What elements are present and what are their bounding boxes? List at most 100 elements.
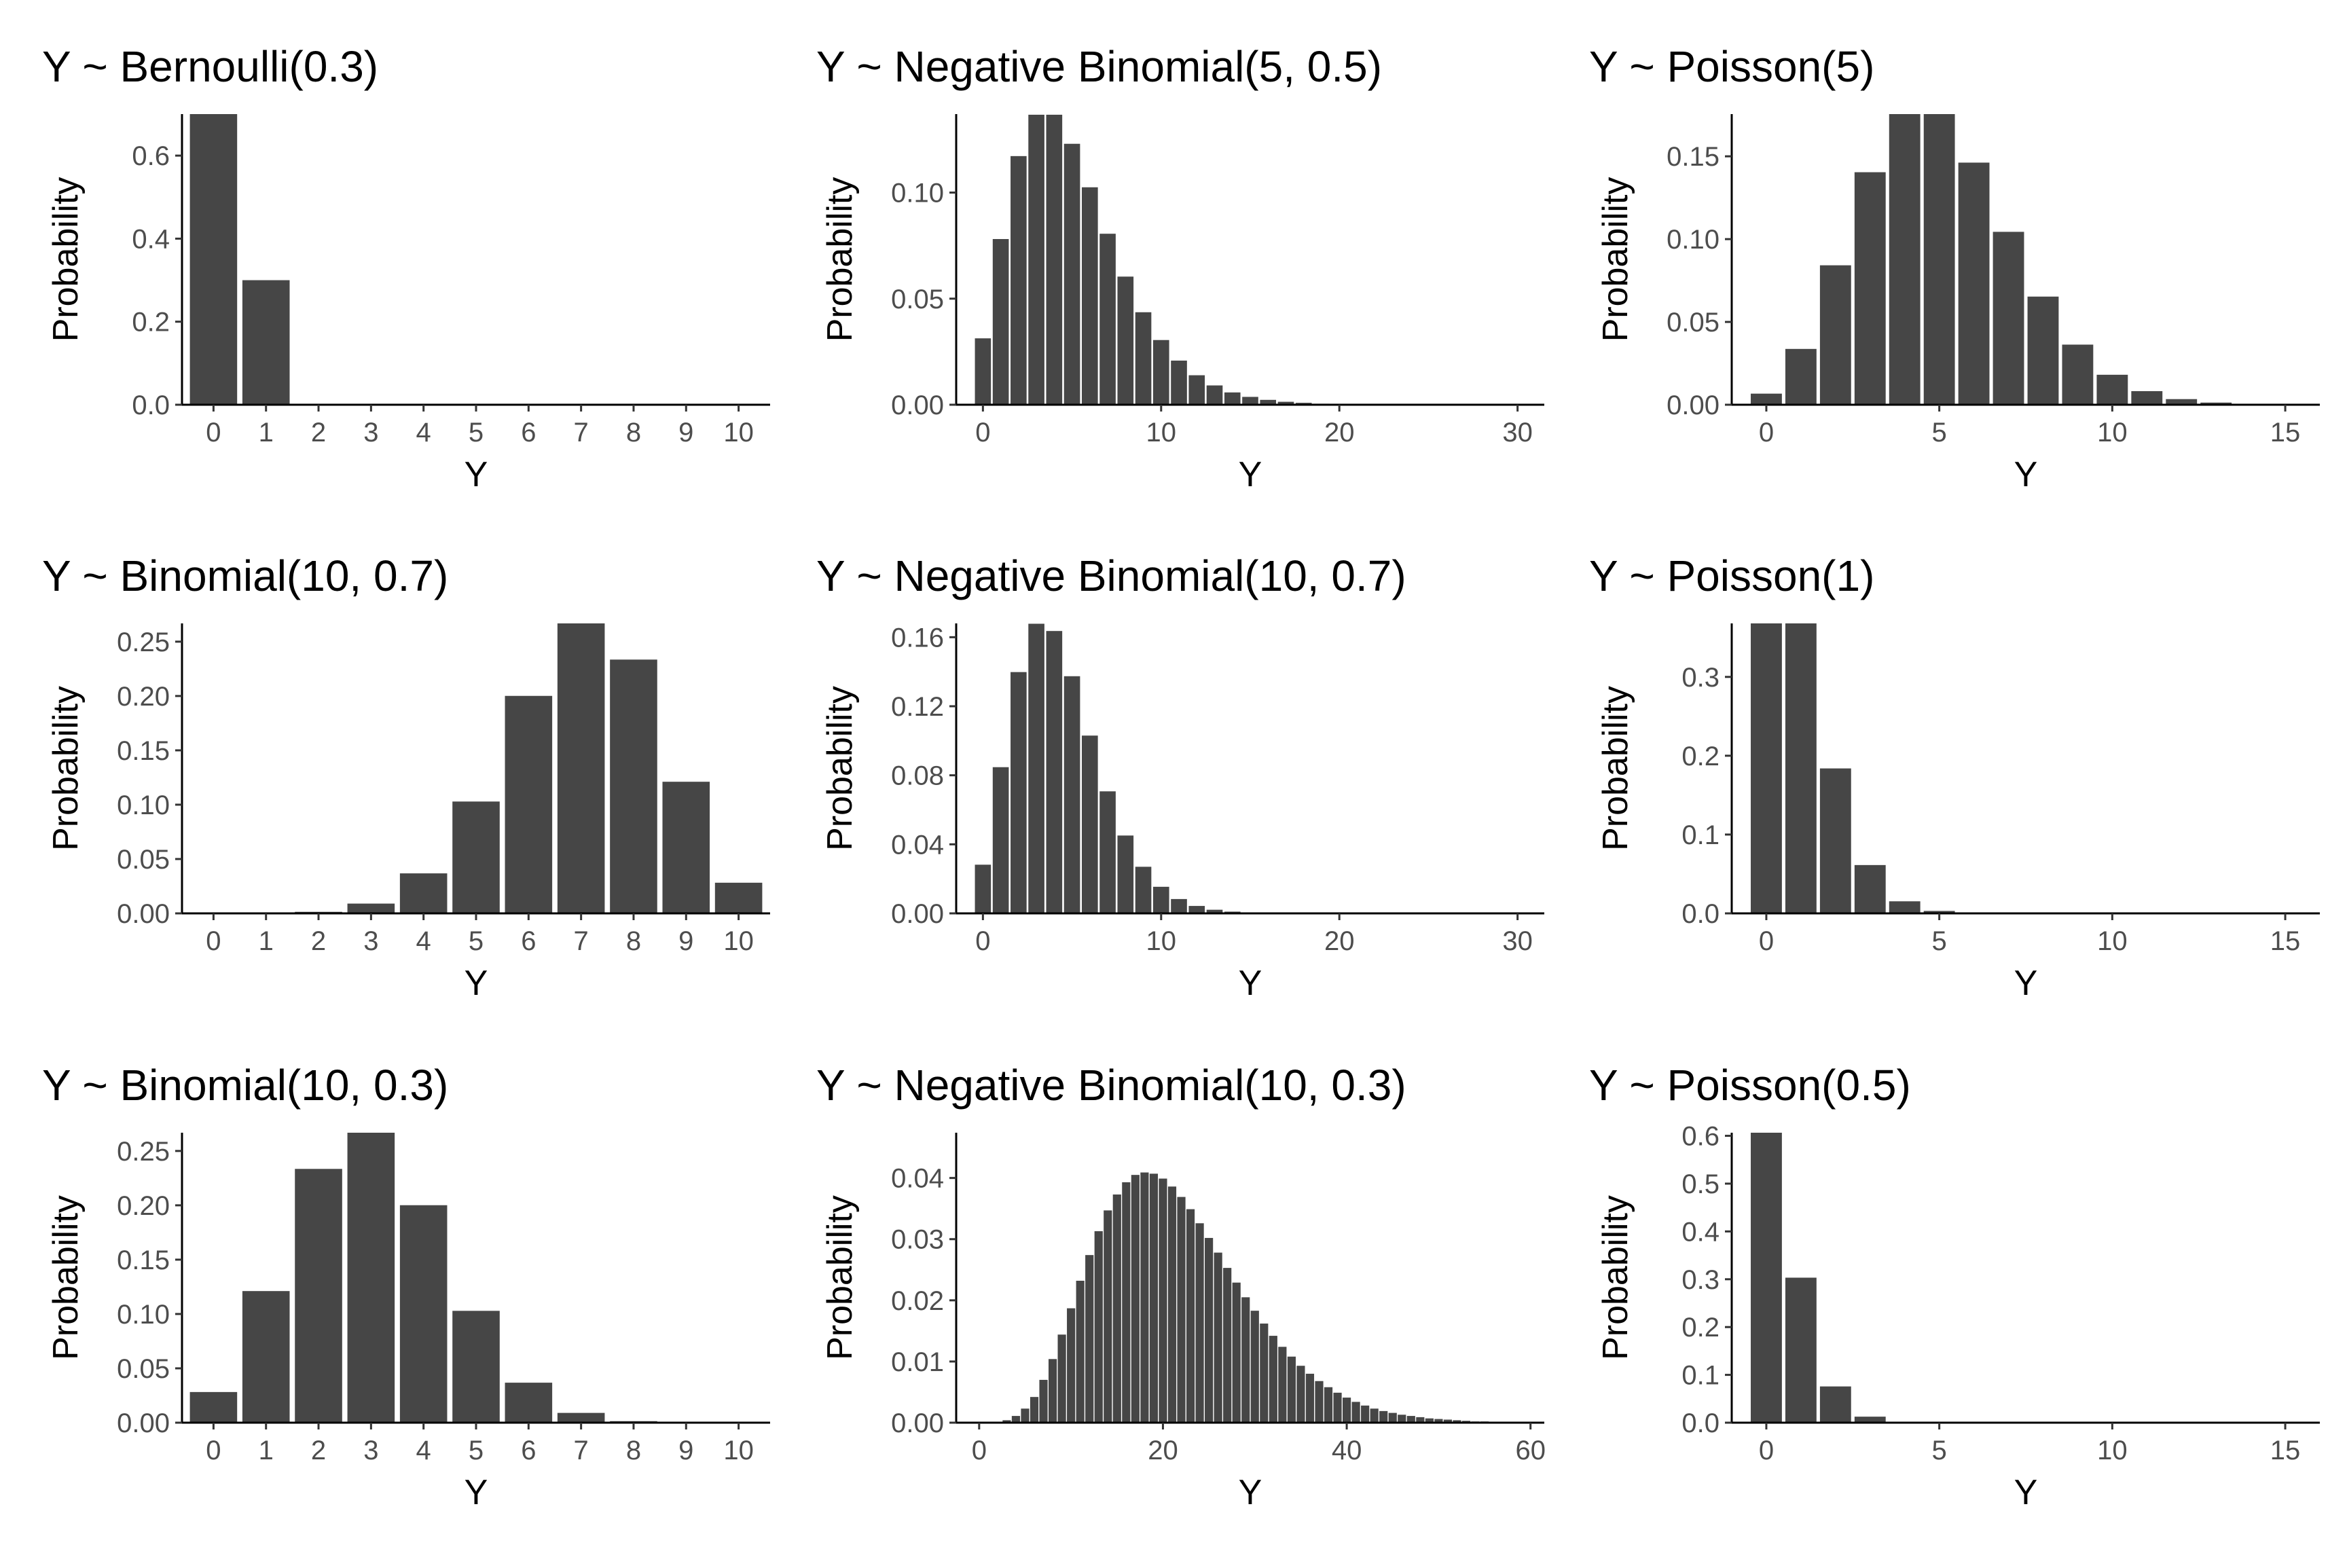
x-tick-label: 20 — [1148, 1436, 1178, 1465]
x-tick-label: 0 — [206, 1436, 221, 1465]
x-axis-label: Y — [1239, 1473, 1262, 1512]
bar — [1785, 1277, 1817, 1423]
bar — [975, 864, 991, 913]
bar — [1379, 1411, 1387, 1423]
y-tick-label: 0.05 — [117, 1354, 170, 1384]
y-tick-label: 0.10 — [1667, 225, 1720, 255]
bar — [1855, 172, 1886, 405]
y-axis-label: Probability — [1596, 1195, 1635, 1360]
bar — [1140, 1173, 1148, 1423]
x-tick-label: 4 — [416, 418, 431, 448]
x-tick-label: 0 — [975, 418, 990, 448]
bar — [1324, 1387, 1332, 1423]
panel-title: Y ~ Poisson(0.5) — [1589, 1061, 1911, 1110]
x-tick-label: 0 — [1759, 926, 1774, 956]
bar — [1855, 865, 1886, 913]
x-tick-label: 8 — [626, 1436, 641, 1465]
bar — [1207, 386, 1223, 405]
y-tick-label: 0.05 — [117, 845, 170, 875]
bar — [1153, 340, 1169, 405]
bar — [1959, 162, 1990, 405]
bar — [1021, 1408, 1029, 1423]
x-tick-label: 1 — [259, 1436, 274, 1465]
panel-title: Y ~ Negative Binomial(10, 0.7) — [816, 551, 1406, 600]
bar — [1188, 906, 1205, 913]
bar — [1223, 1268, 1231, 1423]
bar — [1104, 1210, 1112, 1423]
bar — [1785, 623, 1817, 913]
bar — [1352, 1402, 1360, 1423]
x-tick-label: 7 — [574, 1436, 589, 1465]
x-tick-label: 10 — [1146, 418, 1177, 448]
panel-title: Y ~ Poisson(1) — [1589, 551, 1874, 600]
x-tick-label: 20 — [1324, 926, 1355, 956]
panel-title: Y ~ Binomial(10, 0.7) — [42, 551, 448, 600]
x-tick-label: 20 — [1324, 418, 1355, 448]
bar — [452, 1311, 500, 1423]
bar — [1058, 1334, 1066, 1423]
x-tick-label: 15 — [2270, 418, 2301, 448]
y-tick-label: 0.04 — [891, 1164, 944, 1194]
bar — [1082, 187, 1098, 405]
bar — [1820, 1387, 1851, 1423]
x-tick-label: 15 — [2270, 1436, 2301, 1465]
x-tick-label: 0 — [975, 926, 990, 956]
x-tick-label: 0 — [972, 1436, 987, 1465]
x-axis-label: Y — [465, 1473, 488, 1512]
y-tick-label: 0.05 — [1667, 308, 1720, 338]
y-tick-label: 0.20 — [117, 682, 170, 712]
y-tick-label: 0.01 — [891, 1347, 944, 1377]
bar — [1785, 349, 1817, 405]
bar — [1278, 1347, 1286, 1423]
x-tick-label: 5 — [1932, 1436, 1947, 1465]
y-axis-label: Probability — [820, 686, 860, 851]
y-axis-label: Probability — [1596, 177, 1635, 342]
y-tick-label: 0.08 — [891, 761, 944, 791]
bar — [242, 1291, 290, 1423]
bar — [1242, 397, 1258, 405]
bar — [505, 696, 553, 913]
bar — [1047, 631, 1063, 913]
x-tick-label: 7 — [574, 926, 589, 956]
bar — [1117, 835, 1133, 913]
bar — [1131, 1175, 1140, 1423]
y-tick-label: 0.2 — [132, 308, 170, 338]
x-axis-label: Y — [1239, 455, 1262, 494]
bar — [1343, 1398, 1351, 1423]
x-tick-label: 30 — [1502, 926, 1533, 956]
bar — [715, 883, 763, 913]
x-tick-label: 2 — [311, 418, 326, 448]
y-axis-label: Probability — [820, 1195, 860, 1360]
x-tick-label: 30 — [1502, 418, 1533, 448]
bar — [1099, 791, 1116, 913]
x-tick-label: 3 — [363, 926, 378, 956]
x-axis-label: Y — [2014, 964, 2038, 1003]
panel-title: Y ~ Poisson(5) — [1589, 42, 1874, 91]
bar — [2096, 375, 2128, 405]
x-tick-label: 9 — [678, 418, 693, 448]
y-tick-label: 0.00 — [1667, 390, 1720, 420]
bar — [1085, 1255, 1093, 1423]
panel-title: Y ~ Negative Binomial(5, 0.5) — [816, 42, 1382, 91]
bar — [1082, 735, 1098, 913]
bar — [610, 659, 657, 913]
y-tick-label: 0.00 — [891, 1408, 944, 1438]
x-tick-label: 40 — [1332, 1436, 1362, 1465]
bar — [1011, 672, 1027, 913]
bar — [1205, 1238, 1213, 1423]
y-tick-label: 0.20 — [117, 1191, 170, 1221]
y-tick-label: 0.00 — [891, 390, 944, 420]
y-tick-label: 0.1 — [1681, 1361, 1720, 1391]
x-tick-label: 5 — [469, 926, 484, 956]
y-tick-label: 0.00 — [891, 899, 944, 929]
x-tick-label: 5 — [1932, 926, 1947, 956]
x-tick-label: 2 — [311, 1436, 326, 1465]
x-tick-label: 10 — [723, 926, 754, 956]
y-tick-label: 0.6 — [132, 141, 170, 171]
